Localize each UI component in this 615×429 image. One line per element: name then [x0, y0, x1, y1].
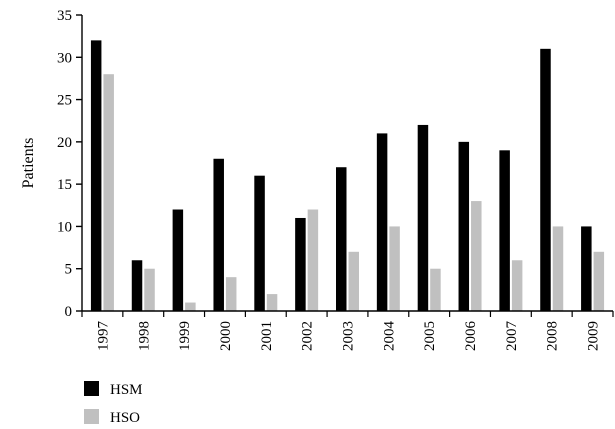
bar-hsm-2002 — [295, 217, 306, 311]
bar-hso-2009 — [593, 251, 605, 311]
x-tick-label: 2007 — [504, 321, 520, 352]
bar-hso-2002 — [307, 209, 319, 311]
bar-hso-2003 — [348, 251, 359, 311]
x-axis: 1997 1998 1999 2000 2001 2002 2003 2004 2005 2006… — [81, 310, 614, 352]
x-tick-label: 2001 — [259, 321, 275, 351]
x-tick-label: 2008 — [545, 321, 561, 351]
y-tick-label: 20 — [57, 135, 72, 151]
bar-hsm-1997 — [90, 40, 102, 311]
legend: HSM HSO — [84, 381, 143, 426]
bar-hsm-1999 — [172, 209, 184, 311]
bar-hso-1998 — [144, 268, 155, 311]
x-tick-label: 1998 — [136, 321, 152, 351]
x-tick-label: 2003 — [341, 321, 357, 351]
bar-hso-2006 — [471, 201, 482, 311]
x-tick-label: 1999 — [177, 321, 193, 351]
bar-hsm-2008 — [540, 48, 551, 311]
bar-hsm-2003 — [336, 167, 347, 311]
y-tick-label: 5 — [65, 262, 73, 278]
y-tick-label: 15 — [57, 177, 72, 193]
bar-hsm-2000 — [213, 158, 224, 311]
y-tick-label: 30 — [57, 50, 72, 66]
x-tick-label: 2004 — [381, 321, 397, 352]
bar-hsm-2004 — [376, 133, 388, 311]
y-tick-label: 25 — [57, 93, 72, 109]
y-tick-label: 10 — [57, 219, 72, 235]
y-axis-title: Patients — [20, 138, 37, 189]
y-axis: 0 5 10 15 20 25 30 35 — [57, 8, 83, 320]
x-tick-label: 2002 — [300, 321, 316, 351]
x-tick-label: 2000 — [218, 321, 234, 351]
y-tick-label: 35 — [57, 8, 72, 24]
bars — [90, 40, 605, 311]
x-tick-label: 1997 — [95, 321, 111, 352]
bar-hso-2004 — [389, 226, 400, 311]
bar-hsm-2009 — [581, 226, 592, 311]
bar-hso-2007 — [511, 260, 523, 311]
bar-hsm-2007 — [499, 150, 510, 311]
legend-swatch-hsm — [84, 381, 99, 396]
bar-hso-2005 — [430, 268, 441, 311]
y-tick-label: 0 — [65, 304, 73, 320]
bar-hsm-2001 — [254, 175, 265, 311]
bar-hsm-2005 — [417, 124, 429, 311]
bar-hso-2001 — [266, 294, 278, 311]
bar-hsm-2006 — [458, 141, 470, 311]
x-tick-label: 2005 — [422, 321, 438, 351]
bar-hsm-1998 — [131, 260, 143, 311]
x-tick-label: 2006 — [463, 321, 479, 352]
legend-swatch-hso — [84, 409, 99, 424]
legend-label-hsm: HSM — [110, 382, 143, 398]
bar-hso-2008 — [552, 226, 564, 311]
legend-label-hso: HSO — [110, 410, 140, 426]
x-tick-label: 2009 — [586, 321, 602, 351]
bar-hso-1999 — [185, 302, 196, 311]
bar-hso-2000 — [225, 277, 237, 311]
bar-hso-1997 — [103, 74, 114, 311]
